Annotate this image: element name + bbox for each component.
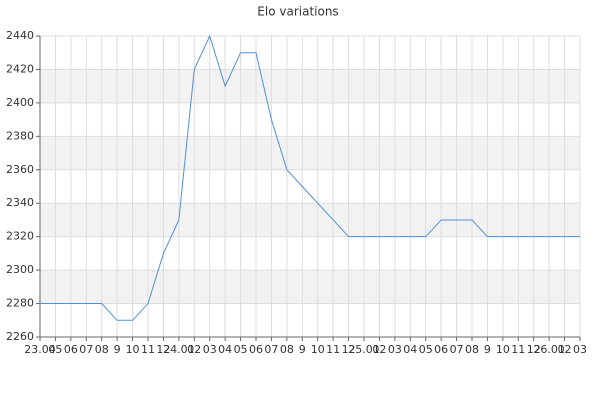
grid-band	[40, 203, 580, 237]
x-tick-label: 26.01	[533, 343, 565, 356]
x-tick-label: 03	[203, 343, 217, 356]
line-series	[40, 34, 580, 321]
x-tick-label: 06	[434, 343, 448, 356]
y-tick-label: 2340	[6, 196, 34, 209]
grid-band	[40, 136, 580, 170]
y-tick-label: 2260	[6, 330, 34, 343]
x-tick-label: 05	[48, 343, 62, 356]
x-tick-label: 02	[558, 343, 572, 356]
x-tick-label: 02	[187, 343, 201, 356]
x-tick-label: 12	[342, 343, 356, 356]
x-tick-label: 04	[218, 343, 232, 356]
x-tick-label: 07	[450, 343, 464, 356]
y-tick-label: 2440	[6, 29, 34, 42]
x-tick-label: 23.04	[24, 343, 56, 356]
x-tick-label: 11	[511, 343, 525, 356]
x-tick-label: 25.01	[348, 343, 380, 356]
x-tick-label: 9	[484, 343, 491, 356]
x-tick-label: 04	[403, 343, 417, 356]
x-tick-label: 06	[249, 343, 263, 356]
grid-band	[40, 69, 580, 103]
x-tick-label: 24.01	[163, 343, 195, 356]
y-tick-label: 2420	[6, 62, 34, 75]
x-tick-label: 05	[234, 343, 248, 356]
y-tick-label: 2280	[6, 297, 34, 310]
grid-band	[40, 270, 580, 304]
y-tick-label: 2300	[6, 263, 34, 276]
y-tick-label: 2320	[6, 230, 34, 243]
x-tick-label: 10	[126, 343, 140, 356]
x-tick-label: 02	[372, 343, 386, 356]
x-tick-label: 05	[419, 343, 433, 356]
y-tick-label: 2400	[6, 96, 34, 109]
x-tick-label: 06	[64, 343, 78, 356]
y-tick-label: 2380	[6, 129, 34, 142]
chart-title: Elo variations	[257, 5, 338, 19]
x-tick-label: 12	[156, 343, 170, 356]
x-tick-label: 10	[496, 343, 510, 356]
y-tick-label: 2360	[6, 163, 34, 176]
x-tick-label: 03	[388, 343, 402, 356]
x-tick-label: 12	[527, 343, 541, 356]
x-tick-label: 11	[326, 343, 340, 356]
x-tick-label: 9	[299, 343, 306, 356]
x-tick-label: 08	[280, 343, 294, 356]
x-tick-label: 08	[465, 343, 479, 356]
x-tick-label: 08	[95, 343, 109, 356]
x-tick-label: 11	[141, 343, 155, 356]
x-tick-label: 07	[79, 343, 93, 356]
x-tick-label: 03	[573, 343, 587, 356]
x-tick-label: 07	[264, 343, 278, 356]
x-tick-label: 10	[311, 343, 325, 356]
x-tick-label: 9	[114, 343, 121, 356]
